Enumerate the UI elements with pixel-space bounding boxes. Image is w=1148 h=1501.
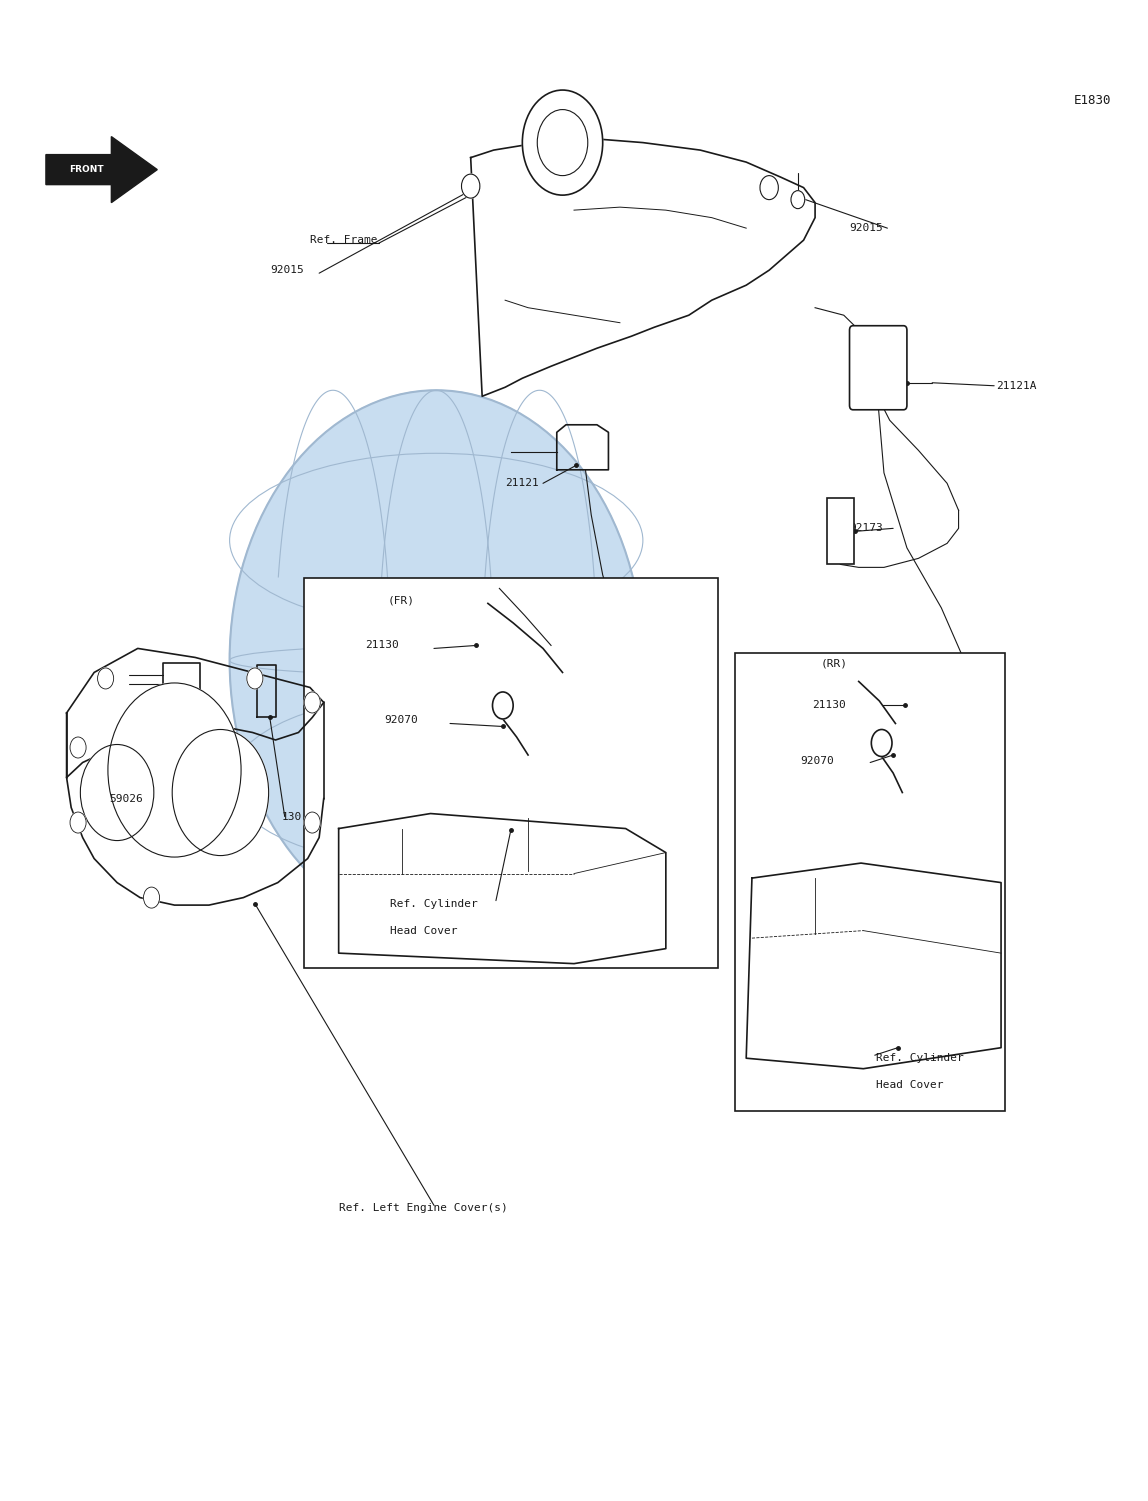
Polygon shape xyxy=(46,137,157,203)
Circle shape xyxy=(172,729,269,856)
Circle shape xyxy=(760,176,778,200)
Circle shape xyxy=(70,812,86,833)
Circle shape xyxy=(871,729,892,757)
Text: 130: 130 xyxy=(281,812,302,821)
Bar xyxy=(827,498,854,564)
Text: Ref. Left Engine Cover(s): Ref. Left Engine Cover(s) xyxy=(339,1204,507,1213)
Circle shape xyxy=(144,887,160,908)
Text: E1830: E1830 xyxy=(1073,95,1111,107)
Circle shape xyxy=(791,191,805,209)
Text: Ref. Cylinder: Ref. Cylinder xyxy=(390,899,478,908)
Text: 59026: 59026 xyxy=(109,794,142,803)
Circle shape xyxy=(304,692,320,713)
Circle shape xyxy=(247,668,263,689)
Text: 92070: 92070 xyxy=(385,716,418,725)
Text: 21130: 21130 xyxy=(812,701,845,710)
Circle shape xyxy=(230,390,643,931)
Text: 92173: 92173 xyxy=(850,524,883,533)
Text: Ref. Cylinder: Ref. Cylinder xyxy=(876,1054,963,1063)
Text: (RR): (RR) xyxy=(821,659,848,668)
Circle shape xyxy=(70,737,86,758)
Text: Head Cover: Head Cover xyxy=(390,926,458,935)
Bar xyxy=(304,578,718,968)
Text: 21121A: 21121A xyxy=(996,381,1037,390)
Text: 21121: 21121 xyxy=(505,479,538,488)
Circle shape xyxy=(461,174,480,198)
Circle shape xyxy=(108,683,241,857)
Text: 92070: 92070 xyxy=(800,757,833,766)
Text: 92015: 92015 xyxy=(850,224,883,233)
Circle shape xyxy=(537,110,588,176)
Circle shape xyxy=(492,692,513,719)
Text: Head Cover: Head Cover xyxy=(876,1081,944,1090)
Text: FRONT: FRONT xyxy=(69,165,103,174)
Text: (FR): (FR) xyxy=(388,596,416,605)
Circle shape xyxy=(522,90,603,195)
Circle shape xyxy=(304,812,320,833)
FancyBboxPatch shape xyxy=(850,326,907,410)
Text: Ref. Frame: Ref. Frame xyxy=(310,236,378,245)
Text: MOTOR  PARTS: MOTOR PARTS xyxy=(378,716,495,731)
Bar xyxy=(735,653,1004,1111)
Circle shape xyxy=(98,668,114,689)
Circle shape xyxy=(80,744,154,841)
Text: 92015: 92015 xyxy=(270,266,303,275)
Text: OEM: OEM xyxy=(383,632,489,674)
Text: 21130: 21130 xyxy=(365,641,398,650)
